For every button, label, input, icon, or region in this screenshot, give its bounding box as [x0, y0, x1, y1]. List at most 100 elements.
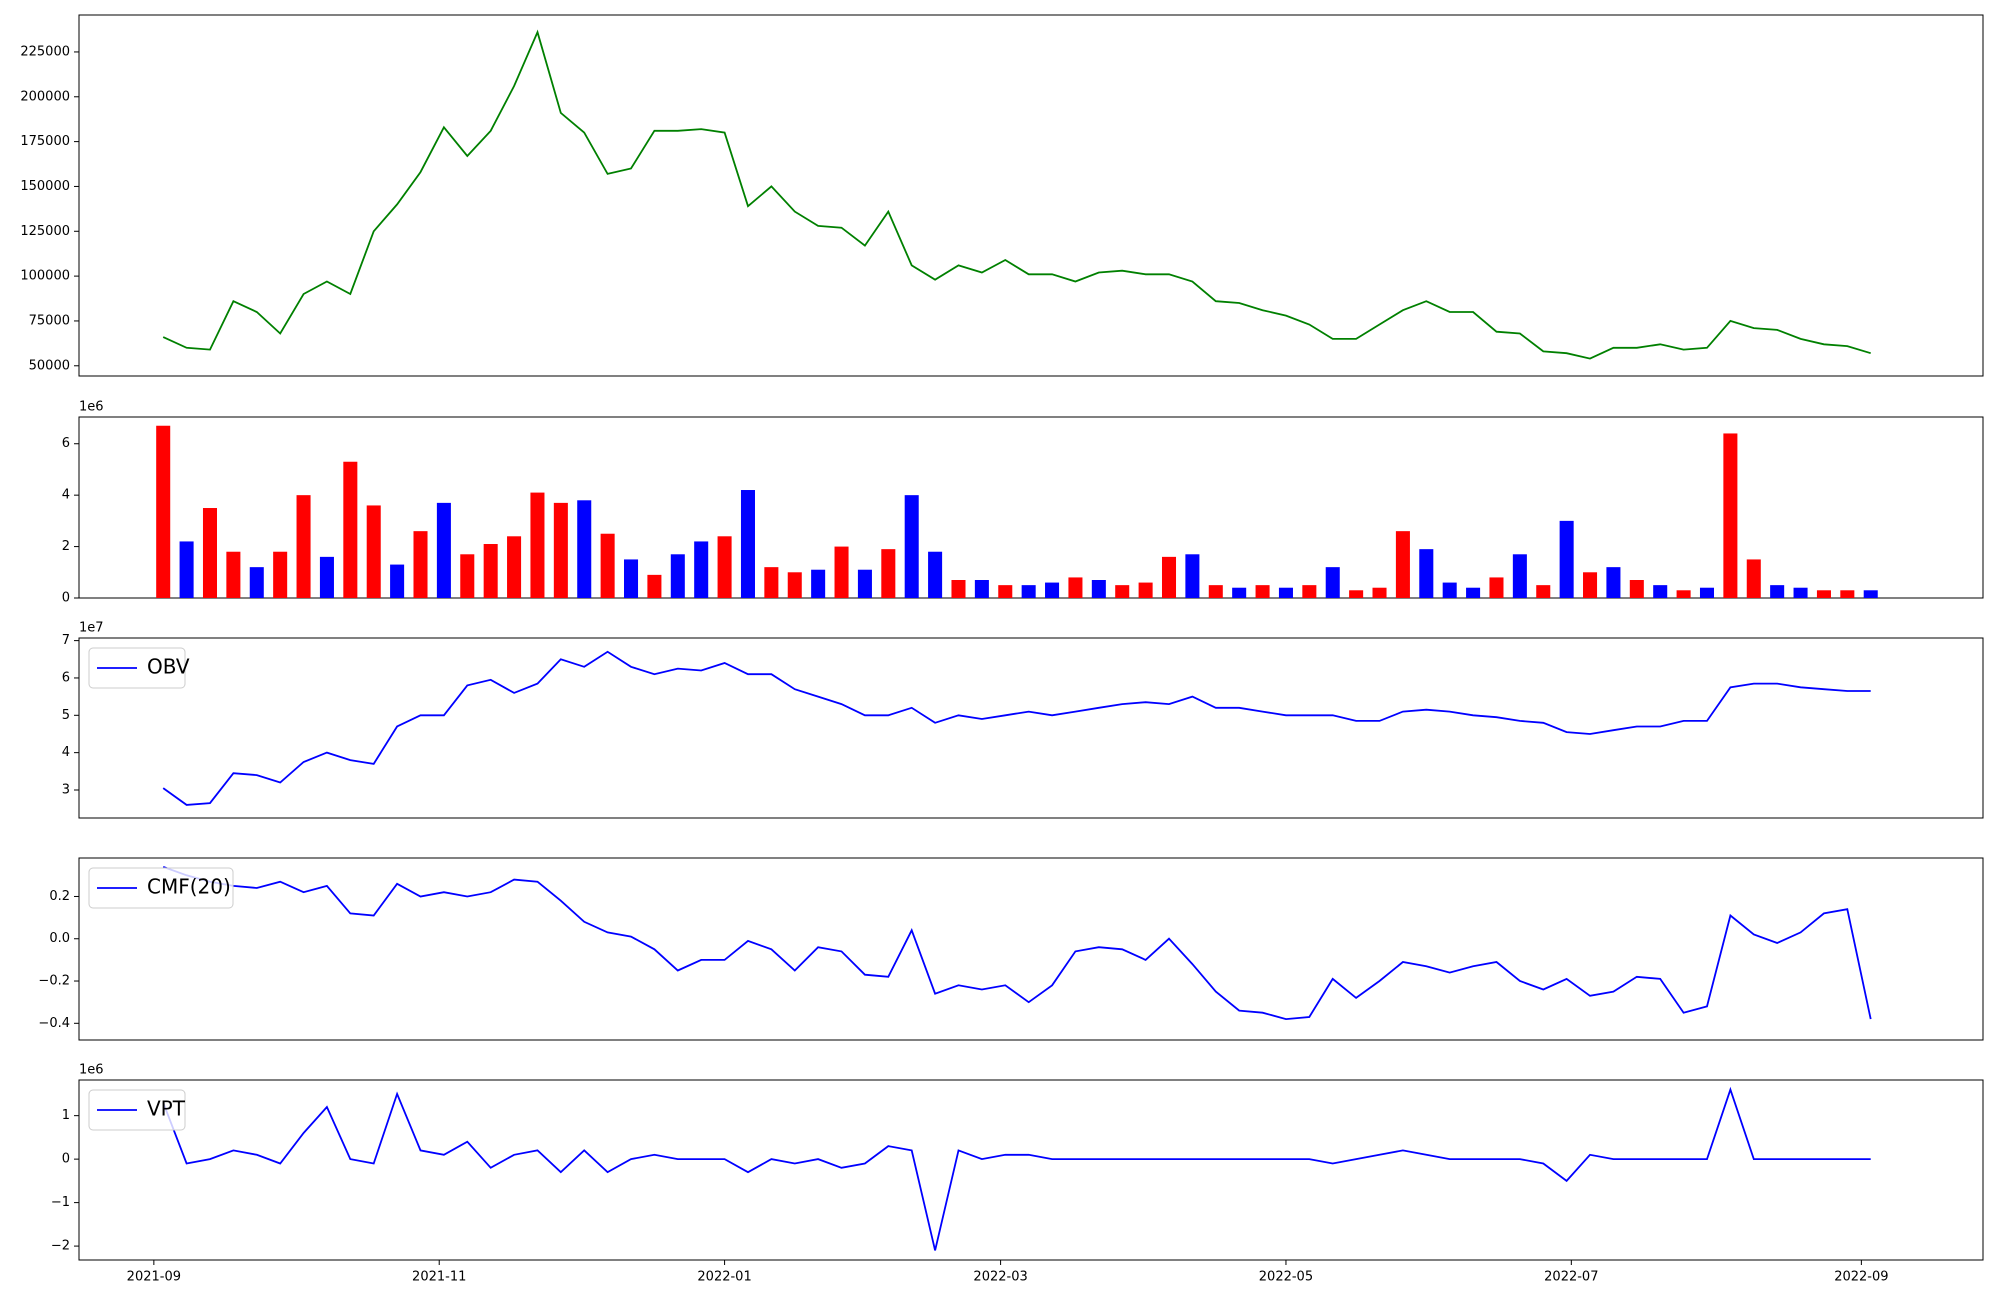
volume-bar: [624, 559, 639, 598]
volume-bar: [156, 425, 171, 598]
volume-bar: [1629, 580, 1644, 598]
y-tick-label: 4: [62, 488, 70, 503]
volume-bar: [436, 502, 451, 598]
volume-bar: [1676, 590, 1691, 598]
volume-bar: [647, 574, 662, 598]
volume-bar: [1045, 582, 1060, 598]
volume-bar: [1793, 587, 1808, 598]
axes-frame: [78, 857, 1984, 1041]
y-tick-label: 2: [62, 539, 70, 554]
volume-bar: [740, 490, 755, 598]
volume-bar: [296, 495, 311, 598]
legend-label: CMF(20): [147, 875, 231, 899]
volume-bar: [1232, 587, 1247, 598]
volume-bar: [1138, 582, 1153, 598]
volume-bar: [928, 551, 943, 598]
volume-bar: [951, 580, 966, 598]
x-tick-label: 2022-05: [1259, 1270, 1313, 1285]
volume-bar: [1746, 559, 1761, 598]
volume-bar: [1349, 590, 1364, 598]
volume-bar: [1536, 585, 1551, 598]
y-tick-label: 200000: [20, 89, 70, 104]
volume-bar: [904, 495, 919, 598]
volume-bar: [507, 536, 522, 598]
volume-bar: [1208, 585, 1223, 598]
volume-bar: [1840, 590, 1855, 598]
volume-bar: [460, 554, 475, 598]
volume-bar: [1185, 554, 1200, 598]
volume-bar: [600, 533, 615, 598]
volume-bar: [530, 492, 545, 598]
volume-bar: [764, 567, 779, 598]
volume-bar: [1770, 585, 1785, 598]
volume-bar: [834, 546, 849, 598]
volume-bar: [1699, 587, 1715, 598]
x-tick-label: 2022-07: [1544, 1270, 1598, 1285]
y-tick-label: 0: [62, 591, 70, 606]
volume-bar: [1255, 585, 1270, 598]
y-tick-label: −0.2: [38, 974, 70, 989]
volume-bar: [1606, 567, 1621, 598]
volume-bar: [1115, 585, 1130, 598]
offset-label: 1e6: [79, 1063, 104, 1078]
series-line: [162, 650, 1871, 806]
volume-bar: [179, 541, 194, 598]
y-tick-label: −0.4: [38, 1016, 70, 1031]
volume-bar: [1302, 585, 1317, 598]
volume-bar: [857, 569, 872, 598]
volume-bar: [1559, 520, 1574, 598]
x-tick-label: 2022-09: [1834, 1270, 1888, 1285]
volume-bar: [577, 500, 592, 598]
volume-bar: [1395, 531, 1410, 598]
volume-bar: [811, 569, 826, 598]
volume-bar: [202, 508, 218, 598]
y-tick-label: 225000: [20, 44, 70, 59]
volume-bar: [1091, 580, 1106, 598]
y-tick-label: 0.0: [49, 931, 70, 946]
volume-bar: [273, 551, 288, 598]
volume-bar: [1816, 590, 1831, 598]
volume-bar: [670, 554, 685, 598]
y-tick-label: 50000: [29, 358, 70, 373]
y-tick-label: 0.2: [49, 889, 70, 904]
legend-label: VPT: [147, 1097, 186, 1121]
volume-bar: [413, 531, 428, 598]
x-tick-label: 2021-09: [127, 1270, 181, 1285]
price-line: [162, 29, 1871, 360]
volume-bar: [1466, 587, 1481, 598]
y-tick-label: 175000: [20, 134, 70, 149]
y-tick-label: 5: [62, 708, 70, 723]
axes-frame: [78, 416, 1984, 599]
volume-bar: [1021, 585, 1036, 598]
y-tick-label: −1: [51, 1195, 70, 1210]
axes-frame: [78, 1079, 1984, 1261]
y-tick-label: −2: [51, 1239, 70, 1254]
y-tick-label: 6: [62, 670, 70, 685]
axes-frame: [78, 637, 1984, 819]
volume-bar: [974, 580, 989, 598]
volume-bar: [1372, 587, 1387, 598]
volume-bar: [343, 461, 358, 598]
volume-bar: [249, 567, 264, 598]
volume-bar: [1419, 549, 1434, 598]
y-tick-label: 0: [62, 1152, 70, 1167]
y-tick-label: 75000: [29, 313, 70, 328]
y-tick-label: 6: [62, 436, 70, 451]
volume-bar: [1068, 577, 1083, 598]
x-tick-label: 2022-03: [973, 1270, 1027, 1285]
y-tick-label: 3: [62, 782, 70, 797]
y-tick-label: 1: [62, 1108, 70, 1123]
volume-bar: [319, 556, 334, 598]
series-line: [162, 1086, 1871, 1251]
y-tick-label: 125000: [20, 224, 70, 239]
volume-bar: [1863, 590, 1878, 598]
volume-bar: [1489, 577, 1504, 598]
volume-bar: [553, 502, 568, 598]
volume-bar: [1723, 433, 1738, 598]
volume-bar: [1583, 572, 1598, 598]
y-tick-label: 100000: [20, 269, 70, 284]
volume-bar: [787, 572, 802, 598]
series-line: [162, 866, 1872, 1021]
x-tick-label: 2021-11: [412, 1270, 466, 1285]
